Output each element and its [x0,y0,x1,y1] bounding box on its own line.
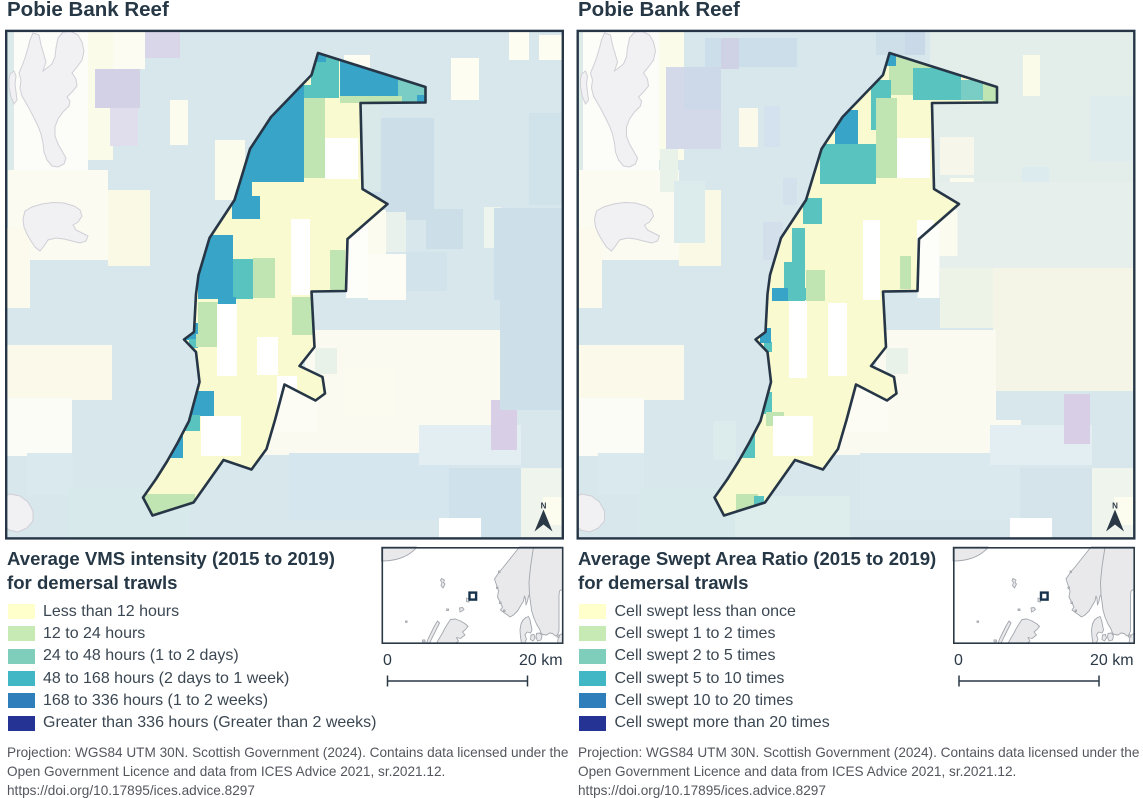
svg-text:N: N [1112,502,1118,511]
svg-text:N: N [541,502,547,511]
